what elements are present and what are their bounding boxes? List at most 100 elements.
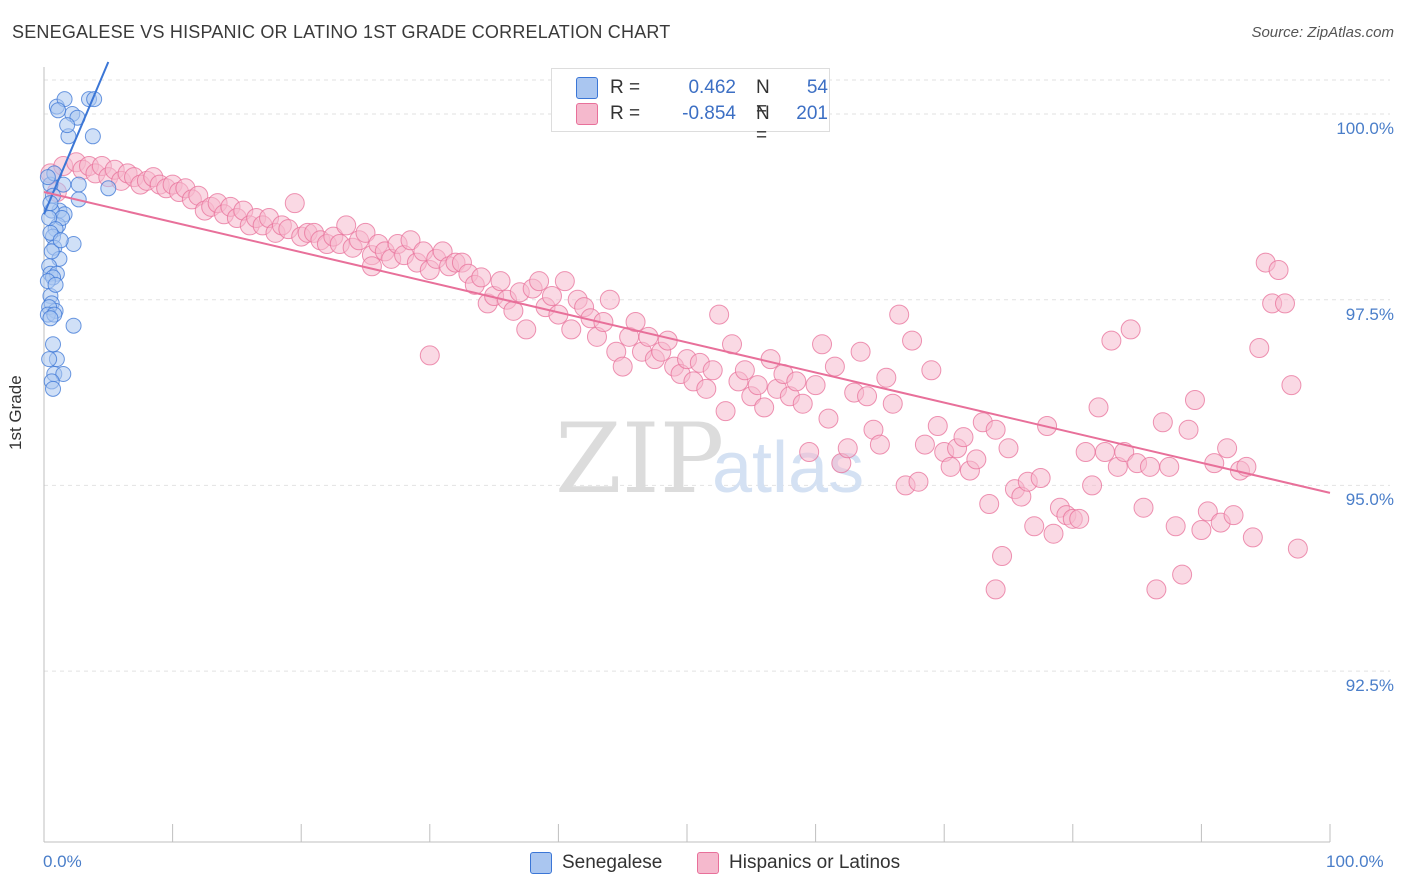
hispanic-point (625, 312, 646, 332)
hispanic-point (336, 215, 357, 236)
hispanic-point (850, 341, 871, 362)
hispanic-point (1184, 390, 1205, 410)
hispanic-point (599, 289, 620, 310)
senegalese-point (65, 317, 82, 334)
senegalese-point (84, 128, 101, 145)
legend-r-value: 0.462 (688, 77, 736, 98)
senegalese-point (50, 102, 67, 119)
hispanic-point (471, 267, 492, 288)
legend-n-value: 54 (806, 77, 828, 98)
hispanic-point (419, 345, 440, 366)
senegalese-point (45, 380, 62, 397)
hispanic-point (1281, 375, 1302, 396)
hispanic-point (1165, 516, 1186, 537)
axes (43, 67, 1331, 843)
hispanic-point (908, 471, 929, 492)
hispanic-point (1159, 456, 1180, 477)
senegalese-point (70, 176, 87, 193)
hispanic-point (921, 360, 942, 381)
hispanic-point (927, 416, 948, 436)
hispanic-point (1268, 260, 1289, 280)
hispanic-point (1101, 330, 1122, 351)
senegalese-point (47, 276, 64, 293)
hispanic-points (40, 152, 1308, 600)
hispanic-point (940, 456, 961, 477)
hispanic-point (554, 271, 575, 292)
hispanic-point (837, 438, 858, 459)
senegalese-trend-line (43, 61, 110, 215)
hispanic-point (902, 330, 923, 351)
legend-n-value: 201 (796, 103, 828, 124)
hispanic-point (992, 546, 1013, 566)
senegalese-point (55, 366, 72, 382)
hispanic-point (1152, 412, 1173, 433)
hispanic-point (1094, 442, 1115, 462)
senegalese-point (41, 351, 58, 368)
hispanic-point (400, 230, 421, 251)
hispanic-trend-line (43, 191, 1331, 494)
hispanic-point (1146, 579, 1167, 600)
hispanic-point (985, 579, 1006, 600)
hispanic-point (792, 393, 813, 414)
senegalese-point (59, 117, 76, 134)
legend-swatch-blue (576, 77, 598, 99)
hispanic-point (1197, 501, 1218, 522)
senegalese-point (52, 232, 69, 249)
hispanic-point (1204, 453, 1225, 474)
watermark-zip: ZIP (555, 403, 724, 515)
hispanic-point (914, 434, 935, 455)
hispanic-point (355, 222, 376, 243)
legend-r-label: R = (610, 103, 641, 124)
hispanic-point (799, 442, 820, 462)
hispanic-point (561, 319, 582, 340)
hispanic-point (889, 304, 910, 325)
hispanic-point (1172, 564, 1193, 585)
hispanic-point (1069, 508, 1090, 529)
y-tick-label: 97.5% (1345, 304, 1394, 324)
hispanic-point (869, 434, 890, 455)
hispanic-point (490, 271, 511, 292)
hispanic-point (612, 356, 633, 377)
hispanic-point (747, 375, 768, 396)
hispanic-point (1139, 456, 1160, 477)
hispanic-point (734, 360, 755, 381)
hispanic-point (1024, 516, 1045, 537)
hispanic-point (1120, 319, 1141, 340)
hispanic-point (979, 494, 1000, 514)
hispanic-point (1030, 468, 1051, 488)
hispanic-point (1088, 397, 1109, 418)
hispanic-point (998, 438, 1019, 459)
hispanic-point (709, 304, 730, 325)
hispanic-point (754, 397, 775, 418)
hispanic-point (966, 449, 987, 470)
hispanic-point (1114, 442, 1135, 462)
hispanic-point (657, 330, 678, 351)
senegalese-point (42, 310, 59, 327)
hispanic-point (985, 419, 1006, 440)
y-tick-label: 100.0% (1336, 119, 1394, 138)
x-tick-max: 100.0% (1326, 852, 1384, 871)
legend-box: R = 0.462 N = 54 R = -0.854 N = 201 (551, 68, 830, 146)
hispanic-point (1043, 523, 1064, 544)
hispanic-point (696, 378, 717, 399)
hispanic-point (638, 326, 659, 347)
hispanic-point (1217, 438, 1238, 459)
legend-swatch-pink (576, 103, 598, 125)
hispanic-point (1223, 505, 1244, 526)
legend-n-label: N = (756, 77, 770, 120)
legend-r-value: -0.854 (682, 103, 736, 124)
hispanic-point (715, 401, 736, 422)
hispanic-point (1242, 527, 1263, 548)
bottom-legend-swatch-blue (530, 852, 552, 874)
source-label: Source: ZipAtlas.com (1251, 24, 1394, 41)
y-tick-label: 95.0% (1345, 490, 1394, 510)
hispanic-point (760, 349, 781, 370)
bottom-legend-senegalese: Senegalese (562, 852, 663, 873)
hispanic-point (824, 356, 845, 377)
hispanic-point (1133, 497, 1154, 518)
senegalese-points (39, 91, 117, 397)
chart-title: SENEGALESE VS HISPANIC OR LATINO 1ST GRA… (12, 22, 671, 42)
hispanic-point (805, 375, 826, 396)
